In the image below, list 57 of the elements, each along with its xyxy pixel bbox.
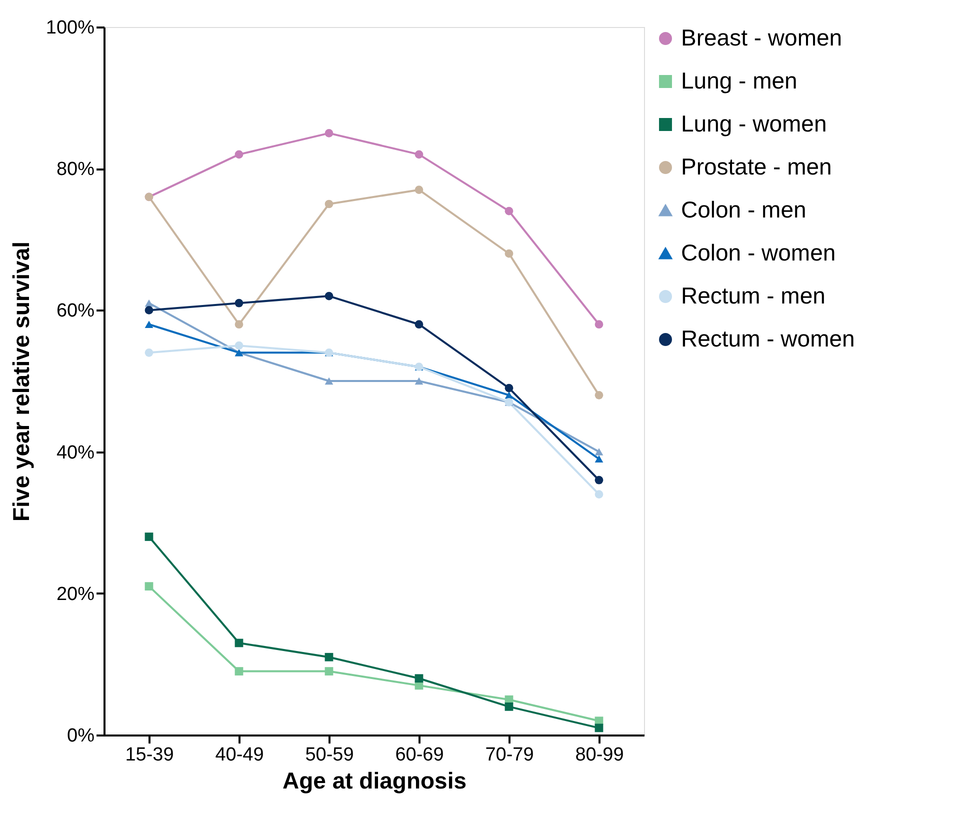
point — [144, 299, 154, 307]
legend-label: Breast - women — [681, 24, 842, 50]
point — [594, 724, 604, 732]
point — [594, 390, 604, 400]
point — [144, 532, 154, 541]
point — [144, 320, 154, 328]
legend-label: Rectum - women — [681, 326, 855, 352]
point — [324, 292, 334, 300]
point — [504, 702, 514, 711]
point — [234, 638, 244, 648]
point — [234, 150, 244, 159]
legend-label: Lung - men — [681, 68, 798, 94]
point — [594, 320, 604, 329]
point — [594, 455, 604, 463]
point — [234, 320, 244, 329]
y-tick-label: 80% — [56, 159, 95, 180]
x-tick-label: 80-99 — [575, 744, 624, 766]
legend-label: Rectum - men — [681, 282, 826, 308]
point — [414, 186, 424, 194]
point — [504, 392, 514, 399]
y-axis-title: Five year relative survival — [8, 241, 34, 522]
point — [594, 476, 604, 484]
y-tick-label: 40% — [56, 442, 95, 464]
point — [144, 582, 154, 591]
point — [504, 384, 514, 392]
point — [324, 652, 334, 662]
x-tick-label: 70-79 — [485, 744, 534, 766]
y-tick-label: 100% — [46, 18, 95, 38]
point — [144, 306, 154, 314]
point — [324, 667, 334, 676]
x-tick-label: 40-49 — [215, 744, 264, 766]
x-tick-label: 15-39 — [125, 744, 174, 766]
point — [414, 320, 424, 329]
legend-label: Prostate - men — [681, 154, 832, 180]
point — [504, 249, 514, 258]
x-axis-title: Age at diagnosis — [282, 768, 467, 794]
point — [144, 348, 154, 357]
legend-label: Colon - men — [681, 196, 806, 222]
point — [594, 490, 604, 498]
legend-label: Lung - women — [681, 110, 827, 136]
x-tick-label: 50-59 — [305, 744, 354, 766]
point — [324, 129, 334, 138]
point — [234, 667, 244, 676]
point — [414, 674, 424, 683]
point — [234, 341, 244, 350]
point — [324, 200, 334, 208]
x-tick-label: 60-69 — [395, 744, 444, 766]
point — [414, 377, 424, 385]
legend-label: Colon - women — [681, 240, 836, 266]
point — [324, 377, 334, 385]
y-tick-label: 60% — [56, 300, 95, 322]
point — [504, 206, 514, 216]
point — [594, 448, 604, 456]
point — [414, 150, 424, 159]
y-tick-label: 20% — [56, 584, 95, 605]
y-tick-label: 0% — [67, 726, 95, 746]
point — [234, 298, 244, 308]
